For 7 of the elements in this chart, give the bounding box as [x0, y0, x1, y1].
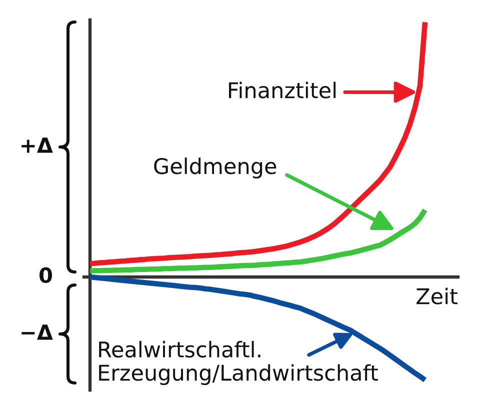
- legend-label: Finanztitel: [229, 82, 336, 98]
- text: Geldmenge: [154, 158, 276, 178]
- text: −Δ: [22, 324, 53, 340]
- x-axis-title: Zeit: [416, 288, 458, 304]
- text: +Δ: [22, 138, 53, 153]
- series-label: Realwirtschaftl. Erzeugung/Landwirtschaft: [99, 340, 378, 386]
- text: 0: [40, 267, 52, 284]
